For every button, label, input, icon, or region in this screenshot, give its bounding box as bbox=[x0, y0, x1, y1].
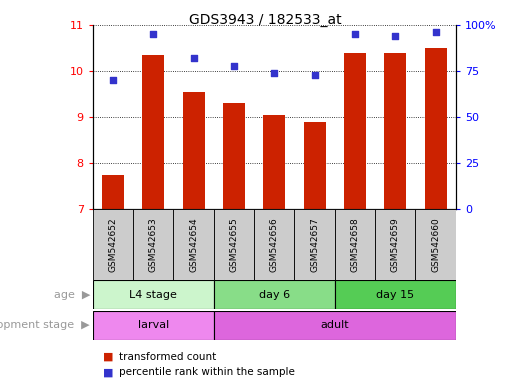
Text: GSM542656: GSM542656 bbox=[270, 217, 279, 272]
Bar bbox=[93, 311, 214, 340]
Text: GSM542654: GSM542654 bbox=[189, 217, 198, 272]
Point bbox=[229, 63, 238, 69]
Text: adult: adult bbox=[321, 320, 349, 331]
Point bbox=[189, 55, 198, 61]
Text: development stage  ▶: development stage ▶ bbox=[0, 320, 90, 331]
Bar bbox=[223, 103, 245, 209]
Point bbox=[431, 29, 440, 35]
Bar bbox=[102, 175, 124, 209]
Text: ■: ■ bbox=[103, 367, 114, 377]
Text: ■: ■ bbox=[103, 352, 114, 362]
Bar bbox=[173, 209, 214, 280]
Bar bbox=[344, 53, 366, 209]
Bar bbox=[214, 311, 456, 340]
Bar bbox=[425, 48, 447, 209]
Text: GSM542659: GSM542659 bbox=[391, 217, 400, 272]
Text: day 15: day 15 bbox=[376, 290, 414, 300]
Text: GSM542653: GSM542653 bbox=[149, 217, 158, 272]
Bar bbox=[263, 115, 285, 209]
Bar bbox=[142, 55, 164, 209]
Point bbox=[149, 31, 157, 37]
Text: day 6: day 6 bbox=[259, 290, 290, 300]
Text: L4 stage: L4 stage bbox=[129, 290, 177, 300]
Bar bbox=[295, 209, 335, 280]
Point bbox=[311, 72, 319, 78]
Bar bbox=[214, 280, 335, 309]
Point bbox=[109, 77, 117, 83]
Text: GSM542652: GSM542652 bbox=[109, 217, 118, 272]
Text: GDS3943 / 182533_at: GDS3943 / 182533_at bbox=[189, 13, 341, 27]
Text: transformed count: transformed count bbox=[119, 352, 216, 362]
Bar bbox=[335, 209, 375, 280]
Text: larval: larval bbox=[138, 320, 169, 331]
Text: GSM542660: GSM542660 bbox=[431, 217, 440, 272]
Bar bbox=[93, 280, 214, 309]
Text: GSM542657: GSM542657 bbox=[310, 217, 319, 272]
Text: age  ▶: age ▶ bbox=[54, 290, 90, 300]
Text: GSM542655: GSM542655 bbox=[229, 217, 239, 272]
Bar bbox=[93, 209, 133, 280]
Bar bbox=[416, 209, 456, 280]
Bar bbox=[214, 209, 254, 280]
Bar bbox=[335, 280, 456, 309]
Text: percentile rank within the sample: percentile rank within the sample bbox=[119, 367, 295, 377]
Bar bbox=[304, 122, 326, 209]
Bar bbox=[182, 92, 205, 209]
Bar bbox=[384, 53, 407, 209]
Point bbox=[351, 31, 359, 37]
Text: GSM542658: GSM542658 bbox=[350, 217, 359, 272]
Point bbox=[391, 33, 400, 39]
Bar bbox=[375, 209, 416, 280]
Point bbox=[270, 70, 279, 76]
Bar bbox=[133, 209, 173, 280]
Bar bbox=[254, 209, 295, 280]
